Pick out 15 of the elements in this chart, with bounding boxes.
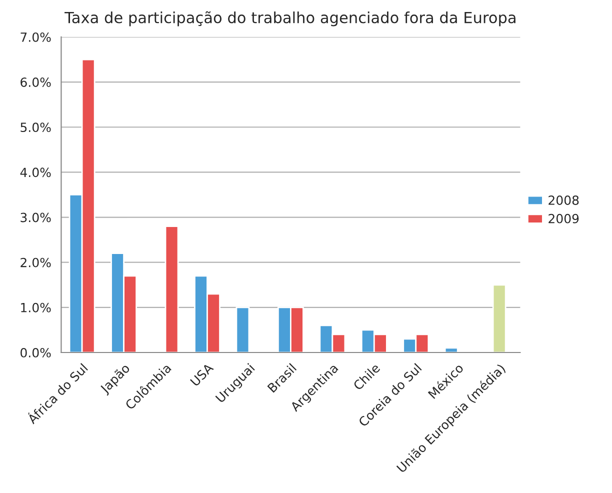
- bar: [492, 284, 506, 352]
- legend-label: 2008: [548, 196, 579, 205]
- y-tick-label: 7.0%: [20, 32, 51, 42]
- chart-title: Taxa de participação do trabalho agenciado fora da Europa: [64, 11, 516, 26]
- y-tick-label: 6.0%: [20, 78, 51, 87]
- y-tick-label: 4.0%: [20, 168, 51, 178]
- y-tick-label: 1.0%: [21, 302, 51, 312]
- legend-label: 2009: [548, 214, 579, 224]
- y-tick-label: 2.0%: [20, 258, 51, 268]
- bar: [236, 306, 250, 352]
- x-tick-label: USA: [190, 362, 214, 387]
- bar: [164, 226, 179, 352]
- y-tick-label: 0.0%: [20, 348, 51, 358]
- y-tick-label: 5.0%: [20, 122, 51, 132]
- y-tick-label: 3.0%: [20, 212, 51, 222]
